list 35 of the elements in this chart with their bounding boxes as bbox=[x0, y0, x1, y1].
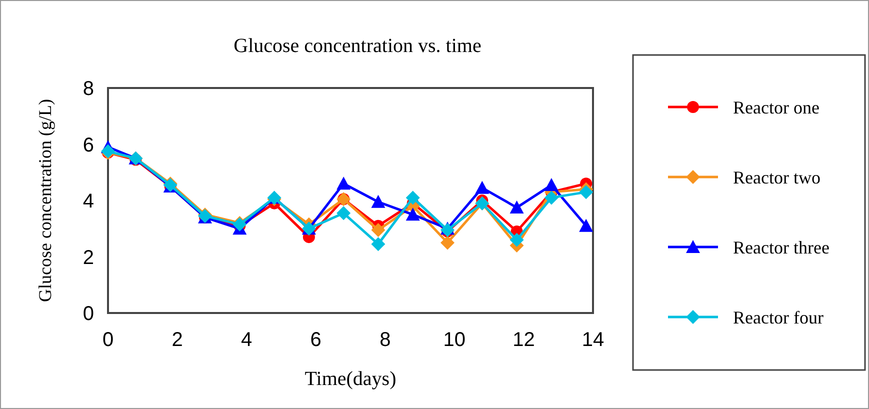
point bbox=[371, 194, 386, 208]
point bbox=[371, 237, 386, 252]
legend-label: Reactor one bbox=[733, 97, 820, 118]
x-tick-label: 4 bbox=[241, 329, 252, 351]
y-axis-title: Glucose concentration (g/L) bbox=[35, 99, 55, 302]
point bbox=[406, 190, 420, 205]
x-tick-label: 2 bbox=[172, 329, 183, 351]
point bbox=[475, 180, 490, 194]
y-tick-label: 8 bbox=[82, 78, 94, 100]
x-tick-label: 14 bbox=[582, 329, 604, 351]
x-tick-label: 8 bbox=[380, 329, 391, 351]
point bbox=[579, 218, 594, 232]
legend-label: Reactor three bbox=[733, 237, 830, 258]
point bbox=[510, 200, 524, 214]
point bbox=[544, 178, 558, 192]
legend-label: Reactor four bbox=[733, 307, 824, 328]
point bbox=[440, 236, 454, 250]
point bbox=[544, 190, 558, 205]
y-tick-label: 2 bbox=[82, 246, 94, 269]
x-tick-label: 12 bbox=[512, 329, 535, 351]
point bbox=[510, 232, 524, 247]
point bbox=[336, 176, 351, 190]
point bbox=[406, 208, 420, 221]
chart-title: Glucose concentration vs. time bbox=[234, 35, 482, 57]
x-tick-label: 0 bbox=[102, 329, 114, 351]
x-tick-label: 6 bbox=[310, 329, 322, 351]
point bbox=[336, 206, 351, 220]
x-tick-label: 10 bbox=[443, 329, 466, 351]
x-axis-title: Time(days) bbox=[304, 368, 396, 390]
legend-label: Reactor two bbox=[733, 167, 820, 188]
y-tick-label: 4 bbox=[82, 190, 94, 212]
y-tick-label: 6 bbox=[82, 134, 94, 156]
y-tick-label: 0 bbox=[82, 303, 94, 325]
point bbox=[579, 185, 594, 200]
point bbox=[371, 223, 386, 238]
